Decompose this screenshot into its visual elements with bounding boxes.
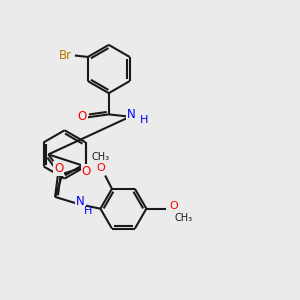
Text: H: H <box>84 206 92 216</box>
Text: O: O <box>82 165 91 178</box>
Text: Br: Br <box>58 49 72 62</box>
Text: O: O <box>170 201 178 211</box>
Text: CH₃: CH₃ <box>175 213 193 223</box>
Text: O: O <box>54 162 63 175</box>
Text: O: O <box>97 163 105 173</box>
Text: CH₃: CH₃ <box>92 152 110 162</box>
Text: H: H <box>140 115 149 125</box>
Text: N: N <box>127 108 136 121</box>
Text: O: O <box>78 110 87 123</box>
Text: N: N <box>76 195 85 208</box>
